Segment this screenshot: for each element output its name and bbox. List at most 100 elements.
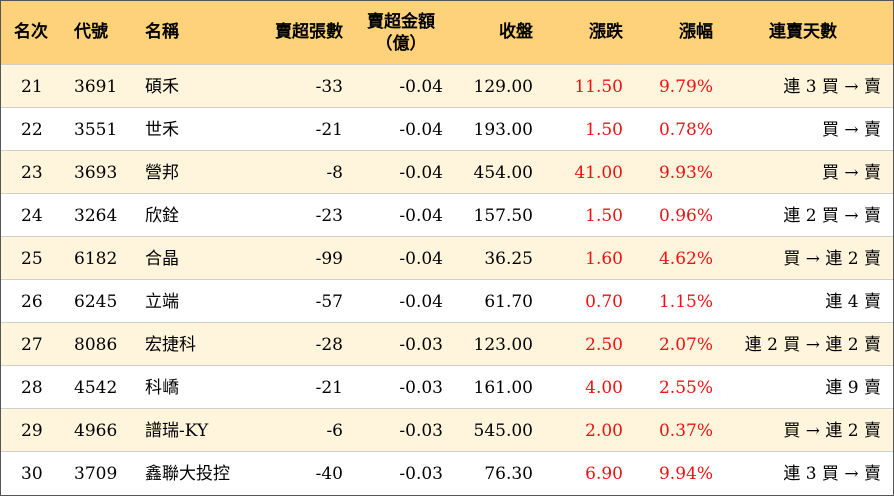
cell-net-sell-amount: -0.04: [399, 249, 443, 269]
cell-change: 1.60: [585, 249, 623, 269]
cell-net-sell-lots: -28: [315, 335, 343, 355]
cell-change: 4.00: [585, 378, 623, 398]
cell-rank: 26: [21, 292, 43, 312]
cell-change-pct: 0.37%: [658, 421, 713, 441]
cell-close: 545.00: [473, 421, 533, 441]
cell-name: 欣銓: [145, 206, 179, 226]
table-row: 24 3264 欣銓 -23 -0.04 157.50 1.50 0.96% 連 2 買 → 賣: [1, 194, 893, 237]
cell-change: 41.00: [574, 163, 623, 183]
cell-change: 1.50: [585, 206, 623, 226]
header-rank: 名次: [14, 22, 48, 42]
header-net-sell-lots: 賣超張數: [275, 22, 343, 42]
row-divider: [1, 236, 893, 237]
cell-net-sell-amount: -0.04: [399, 206, 443, 226]
cell-close: 61.70: [484, 292, 533, 312]
cell-rank: 22: [21, 120, 43, 140]
cell-rank: 29: [21, 421, 43, 441]
table-row: 23 3693 營邦 -8 -0.04 454.00 41.00 9.93% 買 → 賣: [1, 151, 893, 194]
cell-net-sell-amount: -0.03: [399, 378, 443, 398]
cell-change-pct: 0.96%: [658, 206, 713, 226]
cell-net-sell-lots: -40: [315, 464, 343, 484]
cell-net-sell-lots: -57: [315, 292, 343, 312]
cell-sell-days: 買 → 賣: [821, 120, 881, 140]
cell-net-sell-lots: -99: [315, 249, 343, 269]
cell-code: 8086: [74, 335, 118, 355]
header-change-pct: 漲幅: [679, 22, 713, 42]
table-row: 26 6245 立端 -57 -0.04 61.70 0.70 1.15% 連 4 賣: [1, 280, 893, 323]
cell-change-pct: 2.07%: [658, 335, 713, 355]
cell-name: 世禾: [145, 120, 179, 140]
cell-sell-days: 連 3 買 → 賣: [783, 464, 881, 484]
cell-net-sell-lots: -33: [315, 77, 343, 97]
row-divider: [1, 64, 893, 65]
cell-name: 合晶: [145, 249, 179, 269]
cell-net-sell-lots: -8: [326, 163, 343, 183]
cell-rank: 23: [21, 163, 43, 183]
cell-rank: 24: [21, 206, 43, 226]
cell-net-sell-amount: -0.04: [399, 77, 443, 97]
row-divider: [1, 322, 893, 323]
table-row: 27 8086 宏捷科 -28 -0.03 123.00 2.50 2.07% 連 2 買 → …: [1, 323, 893, 366]
cell-close: 157.50: [473, 206, 533, 226]
cell-close: 161.00: [473, 378, 533, 398]
cell-code: 3551: [74, 120, 118, 140]
cell-change: 6.90: [585, 464, 623, 484]
cell-change-pct: 4.62%: [658, 249, 713, 269]
table-row: 28 4542 科嶠 -21 -0.03 161.00 4.00 2.55% 連 9 賣: [1, 366, 893, 409]
cell-net-sell-amount: -0.04: [399, 120, 443, 140]
header-net-sell-amount: 賣超金額 （億）: [359, 11, 443, 55]
cell-name: 宏捷科: [145, 335, 196, 355]
row-divider: [1, 408, 893, 409]
cell-sell-days: 買 → 連 2 賣: [783, 249, 881, 269]
cell-name: 譜瑞-KY: [145, 421, 209, 441]
cell-net-sell-lots: -21: [315, 378, 343, 398]
cell-rank: 21: [21, 77, 43, 97]
cell-code: 6182: [74, 249, 118, 269]
cell-net-sell-lots: -6: [326, 421, 343, 441]
cell-change-pct: 9.93%: [658, 163, 713, 183]
cell-change-pct: 0.78%: [658, 120, 713, 140]
cell-change: 2.00: [585, 421, 623, 441]
cell-name: 鑫聯大投控: [145, 464, 230, 484]
cell-name: 科嶠: [145, 378, 179, 398]
cell-sell-days: 連 3 買 → 賣: [783, 77, 881, 97]
cell-net-sell-lots: -23: [315, 206, 343, 226]
row-divider: [1, 365, 893, 366]
cell-change-pct: 9.94%: [658, 464, 713, 484]
cell-code: 3709: [74, 464, 118, 484]
cell-change: 2.50: [585, 335, 623, 355]
cell-close: 36.25: [484, 249, 533, 269]
cell-net-sell-amount: -0.03: [399, 335, 443, 355]
cell-close: 129.00: [473, 77, 533, 97]
cell-code: 3691: [74, 77, 118, 97]
cell-change-pct: 9.79%: [658, 77, 713, 97]
cell-net-sell-amount: -0.04: [399, 292, 443, 312]
table-row: 30 3709 鑫聯大投控 -40 -0.03 76.30 6.90 9.94% 連 3 買 →…: [1, 452, 893, 495]
header-sell-days: 連賣天數: [769, 22, 837, 42]
cell-net-sell-amount: -0.03: [399, 421, 443, 441]
cell-sell-days: 連 2 買 → 賣: [783, 206, 881, 226]
cell-change-pct: 2.55%: [658, 378, 713, 398]
cell-name: 營邦: [145, 163, 179, 183]
cell-code: 3264: [74, 206, 118, 226]
header-net-sell-amount-line2: （億）: [375, 34, 427, 54]
cell-net-sell-amount: -0.03: [399, 464, 443, 484]
cell-code: 4542: [74, 378, 118, 398]
header-close: 收盤: [499, 22, 533, 42]
row-divider: [1, 107, 893, 108]
cell-sell-days: 連 4 賣: [825, 292, 881, 312]
cell-rank: 27: [21, 335, 43, 355]
cell-net-sell-lots: -21: [315, 120, 343, 140]
table-header: 名次 代號 名稱 賣超張數 賣超金額 （億） 收盤 漲跌 漲幅 連賣天數: [1, 1, 893, 64]
table-row: 29 4966 譜瑞-KY -6 -0.03 545.00 2.00 0.37% 買 → 連 2…: [1, 409, 893, 452]
cell-close: 76.30: [484, 464, 533, 484]
cell-close: 193.00: [473, 120, 533, 140]
cell-sell-days: 連 2 買 → 連 2 賣: [744, 335, 881, 355]
row-divider: [1, 451, 893, 452]
cell-net-sell-amount: -0.04: [399, 163, 443, 183]
cell-name: 碩禾: [145, 77, 179, 97]
row-divider: [1, 279, 893, 280]
cell-code: 6245: [74, 292, 118, 312]
cell-change: 1.50: [585, 120, 623, 140]
cell-sell-days: 買 → 賣: [821, 163, 881, 183]
